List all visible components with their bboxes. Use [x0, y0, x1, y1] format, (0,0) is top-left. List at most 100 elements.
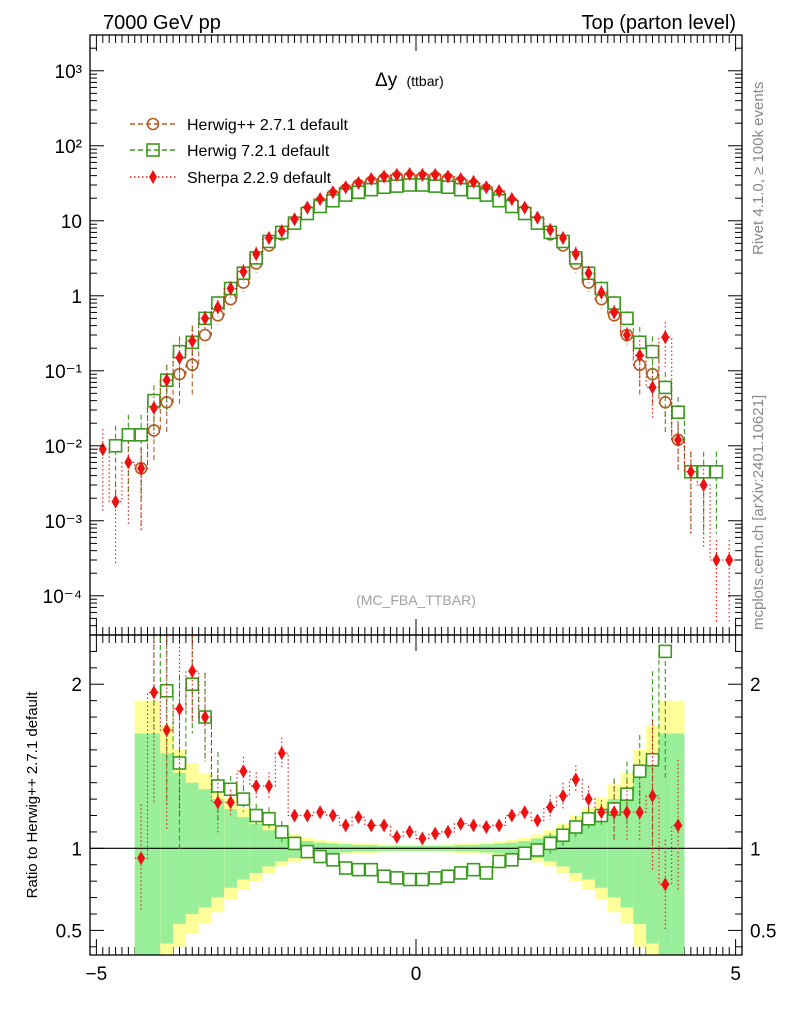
data-point-diamond: [622, 328, 631, 342]
y-tick-label: 10⁻¹: [45, 362, 83, 383]
data-point-diamond: [201, 311, 210, 326]
data-point-diamond: [571, 247, 580, 262]
data-point-diamond: [546, 222, 555, 237]
analysis-label: (MC_FBA_TTBAR): [356, 592, 476, 608]
data-point-diamond: [610, 805, 619, 820]
y-tick-label: 10: [61, 212, 82, 233]
x-tick-label: 0: [411, 964, 422, 985]
header-left: 7000 GeV pp: [103, 12, 221, 34]
data-point-diamond: [674, 432, 683, 447]
data-point-diamond: [712, 553, 721, 567]
legend-label-herwig-pp: Herwig++ 2.7.1 default: [187, 117, 349, 134]
data-point-diamond: [303, 808, 312, 823]
data-point-square: [249, 808, 263, 823]
series-diamond: [96, 167, 736, 622]
data-point-diamond: [226, 795, 235, 810]
data-point-circle: [198, 328, 212, 342]
data-point-diamond: [380, 169, 389, 184]
data-point-square: [441, 869, 455, 884]
legend-entry-herwig-pp: Herwig++ 2.7.1 default: [130, 117, 349, 134]
data-point-diamond: [264, 230, 273, 245]
data-point-diamond: [201, 710, 210, 725]
data-point-square: [377, 869, 391, 884]
data-point-square: [415, 872, 430, 887]
data-point-square: [645, 344, 660, 359]
data-point-square: [338, 861, 353, 875]
ratio-y-tick-label-right: 2: [750, 675, 761, 696]
data-point-square: [364, 862, 379, 877]
data-point-square: [148, 580, 160, 592]
data-point-square: [620, 311, 634, 326]
data-point-diamond: [405, 167, 414, 182]
data-point-square: [108, 438, 123, 453]
data-point-diamond: [546, 800, 555, 815]
data-point-diamond: [520, 200, 529, 215]
data-point-diamond: [316, 192, 325, 207]
series-circle: [134, 171, 685, 531]
data-point-diamond: [239, 264, 248, 279]
data-point-diamond: [149, 685, 158, 700]
series-line: [109, 184, 723, 473]
data-point-diamond: [264, 778, 273, 793]
data-point-diamond: [533, 210, 542, 225]
ratio-y-tick-label-right: 1: [750, 839, 761, 860]
data-point-square: [300, 844, 315, 859]
data-point-diamond: [699, 478, 708, 492]
data-point-diamond: [635, 348, 644, 363]
chart-title: Δy (ttbar): [375, 70, 444, 91]
data-point-square: [390, 179, 404, 193]
data-point-diamond: [533, 813, 542, 828]
data-point-diamond: [124, 455, 133, 470]
data-point-diamond: [188, 333, 197, 348]
series-diamond: [134, 635, 685, 930]
y-tick-label: 10⁻³: [45, 512, 83, 533]
data-point-square: [581, 811, 596, 826]
mcplots-label: mcplots.cern.ch [arXiv:2401.10621]: [750, 395, 767, 630]
data-point-square: [632, 335, 647, 350]
data-point-diamond: [341, 818, 350, 833]
ratio-band-group: [134, 700, 685, 955]
legend-entry-sherpa: Sherpa 2.2.9 default: [130, 170, 332, 187]
y-tick-label: 10²: [55, 137, 82, 158]
data-point-square: [274, 825, 289, 839]
data-point-diamond: [137, 851, 146, 866]
data-point-diamond: [661, 330, 670, 345]
legend-marker-square: [146, 143, 160, 157]
data-point-diamond: [571, 772, 580, 787]
data-point-diamond: [507, 808, 516, 823]
data-point-diamond: [674, 818, 683, 833]
data-point-square: [121, 428, 136, 442]
data-point-diamond: [328, 185, 337, 200]
data-point-diamond: [482, 820, 491, 834]
data-point-diamond: [686, 464, 695, 479]
data-point-square: [569, 820, 583, 834]
data-point-diamond: [328, 808, 337, 823]
data-point-diamond: [418, 831, 427, 846]
data-point-diamond: [149, 400, 158, 415]
main-panel: 10⁻⁴ 10⁻³ 10⁻² 10⁻¹ 1 10 10² 10³: [43, 34, 743, 955]
legend-label-sherpa: Sherpa 2.2.9 default: [187, 170, 332, 187]
legend-marker-circle: [146, 117, 160, 131]
data-point-diamond: [431, 167, 440, 182]
data-point-square: [479, 866, 494, 880]
data-point-square: [556, 828, 570, 843]
ratio-y-tick-label: 2: [71, 675, 82, 696]
data-point-square: [428, 179, 442, 193]
data-point-square: [402, 872, 417, 887]
ratio-y-tick-label: 1: [71, 839, 82, 860]
data-point-square: [326, 853, 340, 867]
legend-label-herwig7: Herwig 7.2.1 default: [187, 143, 330, 160]
data-point-square: [658, 644, 673, 659]
data-point-diamond: [469, 818, 478, 833]
data-point-square: [159, 683, 174, 698]
data-point-square: [211, 779, 225, 793]
data-point-square: [492, 854, 506, 869]
data-point-square: [620, 787, 634, 801]
data-point-square: [530, 843, 545, 857]
title-sub: (ttbar): [406, 73, 443, 89]
series-line: [134, 176, 685, 469]
data-point-diamond: [725, 553, 734, 567]
band-green-bin: [147, 733, 161, 955]
data-point-square: [453, 866, 468, 880]
data-point-diamond: [111, 494, 120, 509]
